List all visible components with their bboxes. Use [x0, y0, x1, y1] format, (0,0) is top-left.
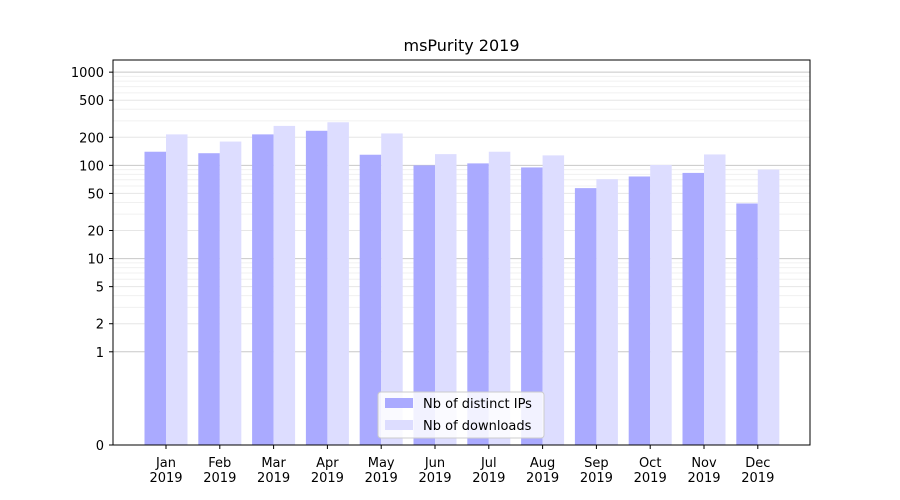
- y-tick-label: 20: [87, 225, 104, 240]
- bar-downloads-jul: [488, 151, 511, 445]
- bar-distinct-ips-dec: [736, 203, 758, 445]
- x-tick-label-month: Feb: [208, 456, 231, 471]
- bar-distinct-ips-jul: [467, 163, 489, 445]
- y-tick-label: 1: [96, 346, 104, 361]
- x-tick-label-month: Apr: [316, 456, 339, 471]
- x-tick-label-month: Mar: [261, 456, 286, 471]
- legend-swatch-distinct-ips: [385, 398, 413, 408]
- y-tick-label: 5: [96, 281, 104, 296]
- y-axis: 0 1 2 5 10 20 50 100 200 500 1000: [71, 66, 113, 454]
- x-tick-label-month: Jul: [480, 456, 497, 471]
- y-tick-label: 500: [79, 94, 104, 109]
- bars: [144, 122, 780, 446]
- bar-distinct-ips-jun: [413, 165, 435, 446]
- x-tick-label-year: 2019: [741, 471, 774, 486]
- chart-title: msPurity 2019: [404, 36, 520, 55]
- x-axis: Jan2019Feb2019Mar2019Apr2019May2019Jun20…: [149, 445, 774, 486]
- x-tick-label-month: May: [368, 456, 395, 471]
- y-tick-label: 2: [96, 318, 104, 333]
- x-tick-label-year: 2019: [418, 471, 451, 486]
- bar-downloads-sep: [596, 179, 618, 446]
- x-tick-label-year: 2019: [580, 471, 613, 486]
- x-tick-label-month: Jan: [155, 456, 176, 471]
- bar-distinct-ips-oct: [628, 176, 651, 445]
- bar-downloads-dec: [757, 169, 780, 445]
- x-tick-label-year: 2019: [472, 471, 505, 486]
- bar-distinct-ips-apr: [305, 130, 328, 445]
- x-tick-label-month: Sep: [584, 456, 609, 471]
- x-tick-label-month: Jun: [424, 456, 445, 471]
- y-tick-label: 200: [79, 131, 104, 146]
- bar-downloads-mar: [273, 125, 296, 446]
- y-tick-label: 50: [87, 187, 104, 202]
- bar-downloads-apr: [327, 122, 349, 446]
- bar-distinct-ips-mar: [252, 134, 274, 445]
- legend-box: [377, 391, 545, 439]
- bar-distinct-ips-sep: [574, 188, 597, 445]
- plot-frame: [112, 59, 811, 446]
- x-tick-label-year: 2019: [149, 471, 182, 486]
- x-tick-label-year: 2019: [526, 471, 559, 486]
- bar-distinct-ips-jan: [144, 151, 166, 445]
- bar-downloads-feb: [219, 141, 242, 446]
- x-tick-label-year: 2019: [687, 471, 720, 486]
- bar-distinct-ips-feb: [198, 153, 220, 445]
- y-tick-label: 1000: [71, 66, 104, 81]
- x-tick-label-year: 2019: [257, 471, 290, 486]
- x-tick-label-month: Aug: [530, 456, 555, 471]
- legend-label-downloads: Nb of downloads: [423, 419, 532, 434]
- legend: Nb of distinct IPs Nb of downloads: [377, 391, 545, 439]
- bar-downloads-nov: [704, 154, 726, 445]
- x-tick-label-month: Nov: [691, 456, 717, 471]
- legend-label-distinct-ips: Nb of distinct IPs: [423, 397, 532, 412]
- x-tick-label-year: 2019: [203, 471, 236, 486]
- y-tick-label: 100: [79, 159, 104, 174]
- bar-distinct-ips-nov: [682, 172, 704, 445]
- x-tick-label-year: 2019: [634, 471, 667, 486]
- bar-downloads-may: [381, 133, 403, 445]
- x-tick-label-month: Oct: [639, 456, 661, 471]
- bar-downloads-oct: [650, 164, 672, 445]
- bar-downloads-jun: [435, 154, 457, 445]
- bar-distinct-ips-may: [359, 154, 382, 445]
- bar-downloads-jan: [166, 134, 188, 445]
- y-tick-label: 10: [87, 253, 104, 268]
- bar-distinct-ips-aug: [521, 167, 543, 445]
- bar-downloads-aug: [542, 155, 565, 446]
- x-tick-label-month: Dec: [745, 456, 770, 471]
- x-tick-label-year: 2019: [365, 471, 398, 486]
- legend-swatch-downloads: [385, 420, 413, 430]
- y-tick-label: 0: [96, 439, 104, 454]
- x-tick-label-year: 2019: [311, 471, 344, 486]
